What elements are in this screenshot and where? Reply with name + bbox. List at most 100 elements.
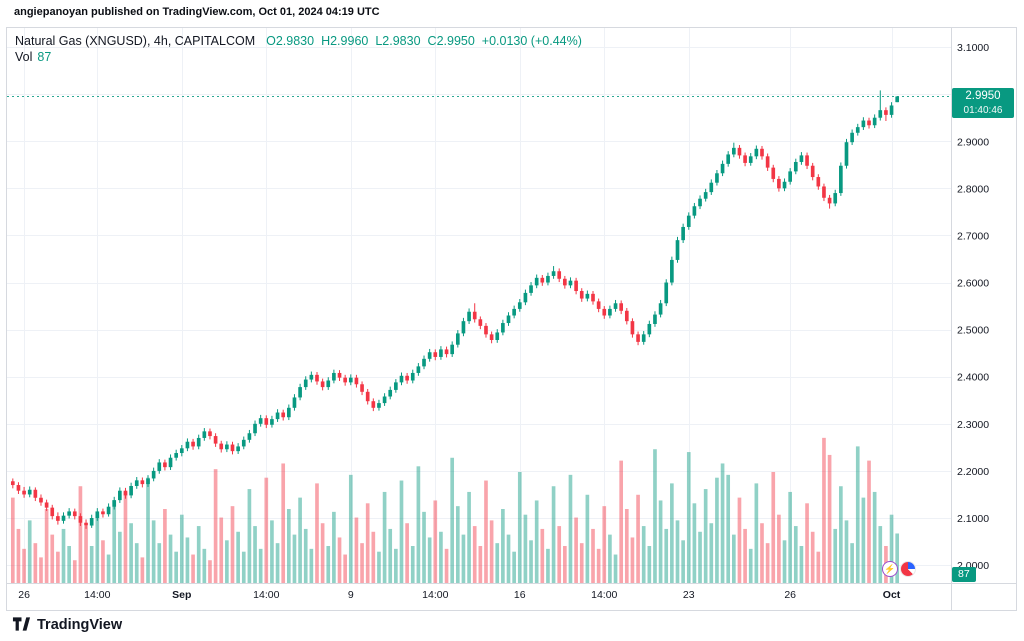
volume-bar — [664, 528, 669, 583]
candle-body-up — [439, 349, 443, 357]
volume-bar — [292, 534, 297, 583]
volume-bar — [872, 491, 877, 583]
candle-body-up — [129, 485, 133, 496]
volume-bar — [484, 480, 488, 583]
tradingview-logo-icon[interactable] — [12, 616, 31, 633]
candle-body-down — [33, 489, 38, 498]
candle-body-up — [253, 423, 257, 434]
volume-bar — [377, 551, 381, 583]
volume-bar — [22, 548, 26, 583]
candle-body-up — [495, 332, 500, 340]
candle-body-up — [731, 147, 736, 155]
candle-body-up — [382, 396, 387, 404]
volume-bar — [557, 526, 562, 583]
volume-layer — [10, 437, 900, 583]
volume-bar — [563, 546, 567, 583]
candle-body-up — [394, 382, 398, 390]
volume-bar — [450, 457, 455, 583]
volume-bar — [371, 531, 376, 583]
candle-body-up — [788, 171, 792, 182]
candle-body-down — [315, 374, 319, 382]
candle-body-down — [354, 377, 359, 385]
volume-bar — [839, 486, 843, 583]
price-tick-label: 2.7000 — [957, 230, 989, 242]
volume-bar — [777, 514, 781, 583]
volume-bar — [286, 509, 291, 583]
volume-bar — [608, 534, 612, 583]
volume-bar — [636, 494, 640, 583]
candle-body-down — [816, 177, 821, 187]
candle-body-down — [78, 516, 83, 523]
candle-body-down — [484, 325, 488, 335]
candle-body-up — [168, 457, 173, 468]
broker-logo-icon[interactable] — [900, 561, 916, 577]
candle-body-down — [208, 431, 212, 437]
volume-bar — [805, 503, 809, 583]
volume-bar — [112, 500, 117, 583]
volume-bar — [72, 560, 77, 583]
volume-bar — [743, 528, 747, 583]
price-tick-label: 2.8000 — [957, 183, 989, 195]
volume-bar — [332, 511, 336, 583]
candle-body-down — [596, 301, 601, 309]
candle-body-up — [298, 387, 302, 398]
volume-bar — [793, 526, 798, 583]
lightning-icon[interactable]: ⚡ — [882, 561, 898, 577]
candle-body-up — [754, 148, 759, 157]
volume-bar — [78, 486, 83, 583]
volume-bar — [602, 506, 607, 583]
candle-body-up — [720, 163, 725, 174]
volume-bar — [433, 500, 438, 583]
candle-body-up — [686, 215, 691, 227]
volume-bar — [698, 531, 702, 583]
candle-body-down — [191, 441, 195, 447]
candle-body-up — [613, 303, 618, 309]
candle-body-down — [371, 401, 376, 408]
volume-bar — [44, 509, 49, 583]
candle-body-down — [10, 481, 15, 486]
candle-body-down — [123, 490, 128, 496]
candle-body-down — [281, 412, 286, 418]
candle-body-up — [196, 437, 201, 447]
candle-body-down — [84, 522, 88, 526]
candle-body-down — [213, 436, 218, 444]
ohlc-high-value: 2.9960 — [330, 34, 369, 48]
volume-bar — [343, 554, 347, 583]
candle-body-up — [157, 462, 162, 471]
candle-body-up — [850, 132, 854, 143]
candle-body-down — [867, 120, 871, 126]
volume-bar — [529, 540, 533, 583]
candle-body-up — [303, 379, 308, 388]
volume-bar — [241, 551, 246, 583]
volume-bar — [270, 520, 274, 583]
candle-body-up — [501, 323, 505, 333]
candle-body-up — [844, 142, 849, 166]
candle-body-down — [540, 277, 545, 283]
volume-bar — [89, 546, 94, 583]
volume-bar — [191, 554, 195, 583]
candle-body-up — [551, 271, 556, 276]
candle-body-up — [416, 366, 421, 373]
price-tick-label: 2.6000 — [957, 278, 989, 290]
ohlc-open-value: 2.9830 — [275, 34, 315, 48]
volume-bar — [568, 474, 573, 583]
volume-bar — [27, 520, 32, 583]
candle-body-up — [467, 311, 471, 322]
candle-body-up — [506, 315, 511, 324]
price-tick-label: 2.9000 — [957, 136, 989, 148]
candle-body-up — [523, 292, 528, 303]
tradingview-logo-text[interactable]: TradingView — [37, 616, 123, 633]
candle-body-up — [134, 480, 139, 486]
symbol-title[interactable]: Natural Gas (XNGUSD), 4h, CAPITALCOM — [15, 34, 256, 48]
candle-body-down — [360, 384, 364, 392]
candle-body-up — [855, 127, 860, 133]
candle-body-down — [22, 490, 26, 495]
price-tick-label: 2.4000 — [957, 372, 989, 384]
volume-bar — [551, 486, 556, 583]
candle-body-up — [517, 302, 522, 309]
candle-body-up — [782, 181, 787, 189]
volume-bar — [855, 446, 860, 583]
volume-bar — [692, 503, 697, 583]
volume-bar — [512, 551, 516, 583]
